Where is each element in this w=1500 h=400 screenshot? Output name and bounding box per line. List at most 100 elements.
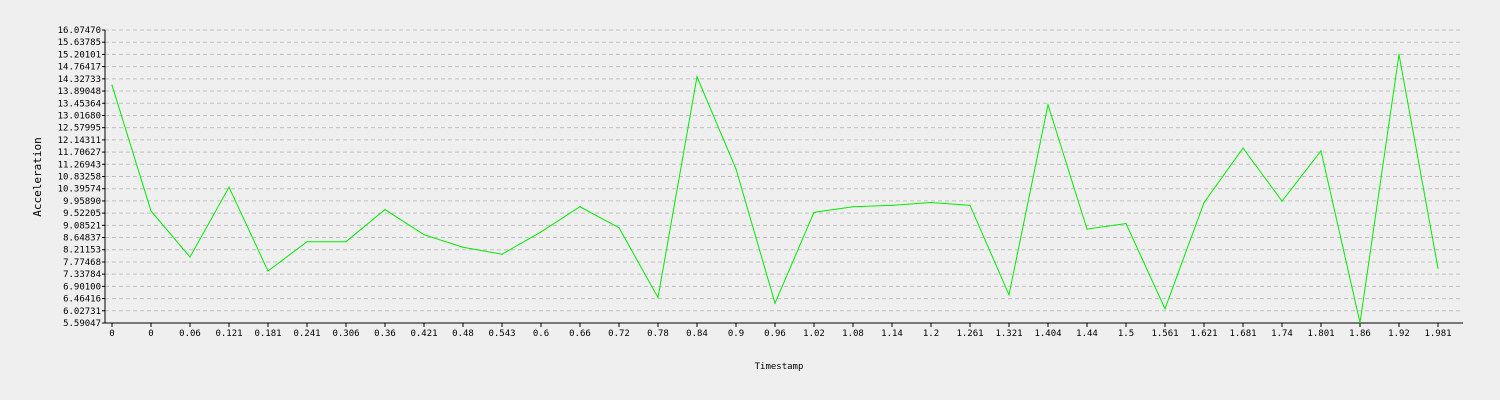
y-tick-label: 8.64837 <box>63 234 101 244</box>
y-tick-label: 12.14311 <box>58 136 101 146</box>
x-tick-label: 0 <box>148 329 153 339</box>
x-tick-label: 1.02 <box>803 329 825 339</box>
x-tick-label: 0.06 <box>179 329 201 339</box>
x-tick-label: 0.84 <box>686 329 708 339</box>
y-tick-label: 16.07470 <box>58 26 101 36</box>
y-tick-label: 13.01680 <box>58 111 101 121</box>
data-point <box>1437 267 1439 269</box>
data-point <box>1242 147 1244 149</box>
x-tick-label: 0.543 <box>488 329 515 339</box>
x-axis-ticks: 0 0 0.06 0.121 0.181 0.241 0.306 0.36 0.421 0.48 0… <box>109 323 1452 339</box>
data-point <box>618 227 620 229</box>
data-point <box>813 211 815 213</box>
data-point <box>774 302 776 304</box>
x-tick-label: 0.36 <box>374 329 396 339</box>
y-tick-label: 11.26943 <box>58 160 101 170</box>
x-tick-label: 1.92 <box>1388 329 1410 339</box>
x-tick-label: 0.66 <box>569 329 591 339</box>
data-point <box>1008 294 1010 296</box>
x-tick-label: 0.9 <box>728 329 744 339</box>
x-tick-label: 1.5 <box>1118 329 1134 339</box>
y-tick-label: 9.52205 <box>63 209 101 219</box>
data-point <box>969 204 971 206</box>
data-point <box>696 76 698 78</box>
y-tick-label: 14.32733 <box>58 75 101 85</box>
x-tick-label: 0.241 <box>293 329 320 339</box>
x-tick-label: 1.404 <box>1034 329 1061 339</box>
y-tick-label: 10.39574 <box>58 185 101 195</box>
data-point <box>1398 53 1400 56</box>
data-point <box>891 204 893 206</box>
data-point <box>111 84 113 86</box>
x-tick-label: 0.48 <box>452 329 474 339</box>
data-point <box>423 234 425 236</box>
data-point <box>930 201 932 204</box>
x-tick-label: 1.74 <box>1271 329 1293 339</box>
y-tick-label: 6.90100 <box>63 282 101 292</box>
data-point <box>306 241 308 243</box>
x-tick-label: 1.44 <box>1076 329 1098 339</box>
x-tick-label: 0.121 <box>215 329 242 339</box>
data-point <box>1203 201 1205 204</box>
y-tick-label: 7.33784 <box>63 270 101 280</box>
y-tick-label: 11.70627 <box>58 148 101 158</box>
data-point <box>384 208 386 211</box>
x-tick-label: 1.681 <box>1229 329 1256 339</box>
data-point <box>1125 222 1127 225</box>
y-tick-label: 14.76417 <box>58 63 101 73</box>
x-tick-label: 1.801 <box>1307 329 1334 339</box>
x-tick-label: 0.6 <box>533 329 549 339</box>
x-tick-label: 1.2 <box>923 329 939 339</box>
data-point <box>735 168 737 170</box>
data-point <box>657 296 659 299</box>
data-points <box>111 53 1439 324</box>
y-tick-label: 13.89048 <box>58 87 101 97</box>
x-tick-label: 1.14 <box>881 329 903 339</box>
data-point <box>462 246 464 248</box>
x-tick-label: 1.261 <box>956 329 983 339</box>
y-tick-label: 5.59047 <box>63 319 101 329</box>
y-tick-label: 8.21153 <box>63 246 101 256</box>
data-point <box>501 253 503 255</box>
y-tick-label: 6.46416 <box>63 295 101 305</box>
grid-lines <box>105 29 1463 312</box>
x-tick-label: 0.78 <box>647 329 669 339</box>
y-tick-label: 15.63785 <box>58 38 101 48</box>
data-point <box>150 210 152 212</box>
data-point <box>579 206 581 208</box>
y-tick-label: 6.02731 <box>63 307 101 317</box>
y-tick-label: 9.08521 <box>63 221 101 231</box>
data-point <box>345 241 347 243</box>
x-tick-label: 1.621 <box>1190 329 1217 339</box>
x-tick-label: 0.72 <box>608 329 630 339</box>
data-point <box>1359 322 1361 324</box>
x-tick-label: 1.86 <box>1349 329 1371 339</box>
x-axis-title: Timestamp <box>755 362 804 372</box>
x-tick-label: 0.421 <box>410 329 437 339</box>
y-tick-label: 13.45364 <box>58 99 101 109</box>
data-point <box>540 231 542 233</box>
x-tick-label: 0.306 <box>332 329 359 339</box>
y-tick-label: 15.20101 <box>58 50 101 60</box>
x-tick-label: 0.96 <box>764 329 786 339</box>
data-point <box>189 256 191 258</box>
data-point <box>1320 150 1322 152</box>
x-tick-label: 0 <box>109 329 114 339</box>
y-tick-label: 9.95890 <box>63 197 101 207</box>
y-tick-label: 12.57995 <box>58 124 101 134</box>
data-point <box>852 206 854 208</box>
y-axis-title: Acceleration <box>31 137 44 216</box>
x-tick-label: 1.561 <box>1151 329 1178 339</box>
y-tick-label: 10.83258 <box>58 173 101 183</box>
data-point <box>1281 200 1283 202</box>
x-tick-label: 1.08 <box>842 329 864 339</box>
data-point <box>1086 228 1088 230</box>
y-axis-ticks: 5.59047 6.02731 6.46416 6.90100 7.33784 7.774… <box>58 26 105 329</box>
x-tick-label: 1.321 <box>995 329 1022 339</box>
data-point <box>1047 104 1049 106</box>
x-tick-label: 1.981 <box>1424 329 1451 339</box>
y-tick-label: 7.77468 <box>63 258 101 268</box>
data-point <box>267 270 269 272</box>
data-point <box>228 186 230 188</box>
